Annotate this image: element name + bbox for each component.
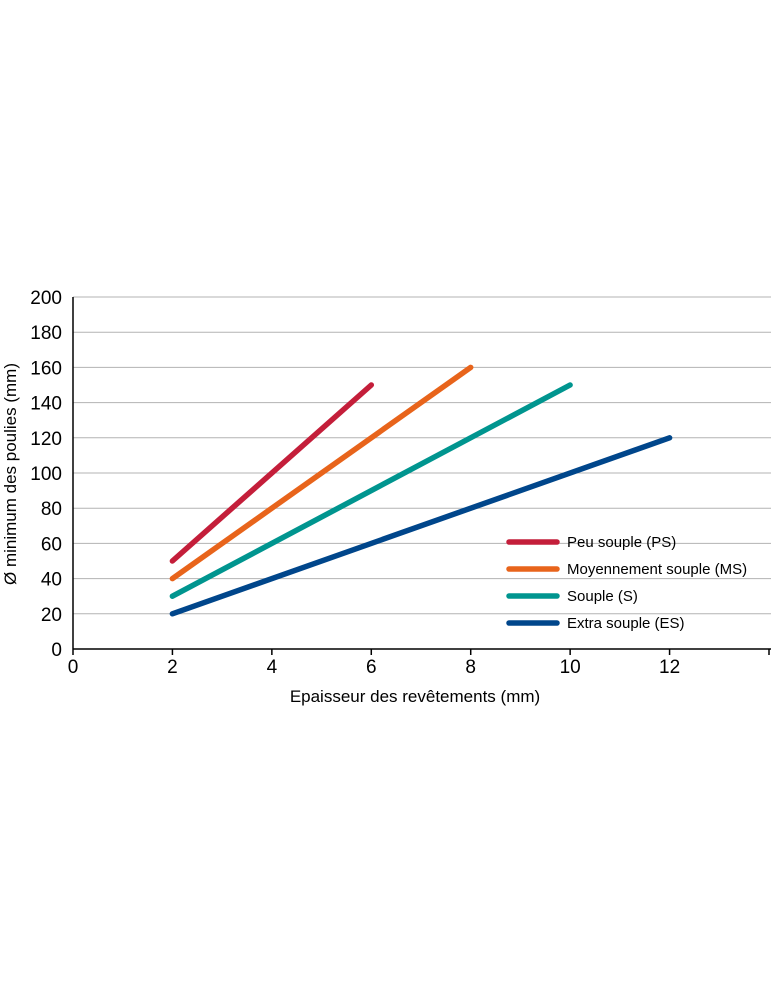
y-axis-title: Ø minimum des poulies (mm) bbox=[1, 363, 20, 585]
x-tick-label: 10 bbox=[560, 657, 581, 678]
x-tick-label: 2 bbox=[167, 657, 178, 678]
legend-label: Moyennement souple (MS) bbox=[567, 561, 747, 578]
legend-label: Souple (S) bbox=[567, 588, 638, 605]
y-tick-label: 180 bbox=[30, 323, 62, 344]
axes bbox=[72, 297, 771, 655]
series-line-1 bbox=[169, 382, 375, 564]
y-tick-label: 40 bbox=[41, 570, 62, 591]
legend: Peu souple (PS) Moyennement souple (MS) So… bbox=[506, 534, 747, 632]
series-line-3 bbox=[169, 382, 573, 599]
x-axis-title: Epaisseur des revêtements (mm) bbox=[290, 687, 540, 706]
x-tick-label: 12 bbox=[659, 657, 680, 678]
series-lines bbox=[169, 364, 673, 617]
legend-label: Peu souple (PS) bbox=[567, 534, 676, 551]
series-line-4 bbox=[169, 435, 673, 617]
legend-label: Extra souple (ES) bbox=[567, 615, 685, 632]
y-tick-label: 120 bbox=[30, 429, 62, 450]
series-line-2 bbox=[169, 364, 474, 582]
x-tick-label: 6 bbox=[366, 657, 377, 678]
y-tick-label: 100 bbox=[30, 464, 62, 485]
y-tick-label: 20 bbox=[41, 605, 62, 626]
x-tick-label: 4 bbox=[267, 657, 278, 678]
x-tick-label: 0 bbox=[68, 657, 79, 678]
x-tick-label: 8 bbox=[465, 657, 476, 678]
y-tick-label: 60 bbox=[41, 534, 62, 555]
y-tick-label: 200 bbox=[30, 288, 62, 309]
y-tick-label: 160 bbox=[30, 358, 62, 379]
y-tick-label: 0 bbox=[51, 640, 62, 661]
y-tick-label: 80 bbox=[41, 499, 62, 520]
y-tick-label: 140 bbox=[30, 394, 62, 415]
